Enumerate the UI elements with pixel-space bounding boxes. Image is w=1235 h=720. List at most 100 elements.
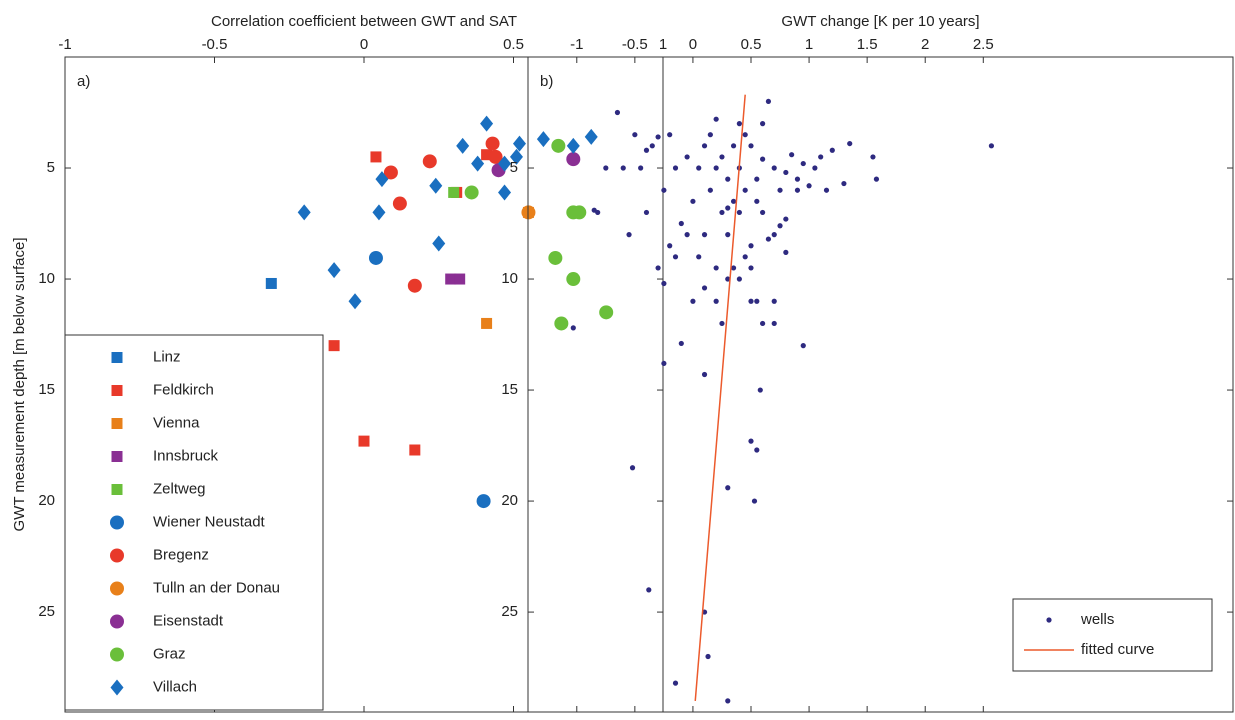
marker <box>566 272 581 287</box>
legend-label: Bregenz <box>153 546 209 563</box>
legend-label: Eisenstadt <box>153 612 224 629</box>
marker <box>742 187 748 193</box>
marker <box>327 262 341 279</box>
marker <box>800 160 806 167</box>
x-tick-label: -1 <box>570 36 583 53</box>
marker <box>690 298 696 304</box>
marker <box>696 165 702 171</box>
marker <box>736 209 742 216</box>
marker <box>771 320 777 327</box>
y-tick-label: 15 <box>38 381 55 398</box>
marker <box>754 298 760 304</box>
marker <box>480 115 494 132</box>
marker <box>794 187 801 193</box>
marker <box>823 187 830 193</box>
marker <box>603 165 609 171</box>
marker <box>678 220 684 227</box>
x-tick-label: 0 <box>360 36 368 53</box>
marker <box>725 176 731 182</box>
marker <box>591 207 597 213</box>
marker <box>498 184 512 201</box>
marker <box>730 265 737 271</box>
fitted-line <box>694 94 746 701</box>
marker <box>464 185 479 200</box>
marker <box>110 647 124 662</box>
marker <box>719 154 725 160</box>
legend-label: Vienna <box>153 414 200 431</box>
x-tick-label: -0.5 <box>202 36 228 53</box>
y-tick-label: 10 <box>38 270 55 287</box>
marker <box>713 116 719 122</box>
x-tick-label: 2.5 <box>973 36 994 53</box>
marker <box>751 498 758 504</box>
marker <box>783 249 789 255</box>
marker <box>498 155 512 172</box>
x-axis-label: GWT change [K per 10 years] <box>781 13 979 30</box>
marker <box>719 320 725 327</box>
marker <box>481 317 493 329</box>
marker <box>672 165 679 171</box>
marker <box>551 138 566 153</box>
x-tick-label: 1 <box>659 36 667 53</box>
marker <box>760 320 766 327</box>
marker <box>713 165 719 171</box>
marker <box>643 209 650 216</box>
marker <box>456 137 470 154</box>
marker <box>777 223 783 229</box>
marker <box>707 187 713 193</box>
panel-label: a) <box>77 73 90 90</box>
marker <box>789 152 795 158</box>
marker <box>748 438 754 444</box>
marker <box>736 121 742 127</box>
marker <box>760 209 766 216</box>
marker <box>429 177 443 194</box>
y-tick-label: 25 <box>501 603 518 620</box>
marker <box>111 385 123 396</box>
marker <box>678 340 684 347</box>
x-tick-label: 1 <box>805 36 813 53</box>
marker <box>771 165 777 171</box>
legend-box <box>1012 598 1213 672</box>
marker <box>655 134 661 140</box>
marker <box>407 278 422 293</box>
marker <box>422 154 437 169</box>
legend-label: Tulln an der Donau <box>153 579 280 596</box>
marker <box>725 485 731 491</box>
marker <box>707 132 713 138</box>
marker <box>471 155 485 172</box>
marker <box>742 254 748 260</box>
marker <box>570 325 576 331</box>
legend-label: fitted curve <box>1081 641 1154 658</box>
marker <box>509 148 523 165</box>
legend-label: wells <box>1080 611 1114 628</box>
marker <box>684 232 690 238</box>
marker <box>742 132 748 138</box>
legend-label: Zeltweg <box>153 480 206 497</box>
y-axis-label: GWT measurement depth [m below surface] <box>11 237 28 531</box>
marker <box>725 232 731 238</box>
marker <box>370 151 382 163</box>
marker <box>488 149 503 164</box>
x-tick-label: -1 <box>58 36 71 53</box>
panel-label: b) <box>540 73 553 90</box>
marker <box>754 447 760 453</box>
marker <box>110 679 124 696</box>
marker <box>771 298 777 304</box>
legend-label: Linz <box>153 348 181 365</box>
marker <box>730 143 737 149</box>
plot-area <box>527 56 1234 713</box>
marker <box>572 205 587 220</box>
x-tick-label: 0 <box>689 36 697 53</box>
marker <box>841 180 847 187</box>
marker <box>584 128 598 145</box>
marker <box>736 276 742 282</box>
marker <box>725 698 731 704</box>
legend-box <box>64 334 324 711</box>
y-tick-label: 25 <box>38 603 55 620</box>
legend-label: Innsbruck <box>153 447 219 464</box>
y-tick-label: 20 <box>38 492 55 509</box>
marker <box>829 147 835 153</box>
marker <box>383 165 398 180</box>
x-tick-label: -0.5 <box>622 36 648 53</box>
marker <box>783 169 789 176</box>
